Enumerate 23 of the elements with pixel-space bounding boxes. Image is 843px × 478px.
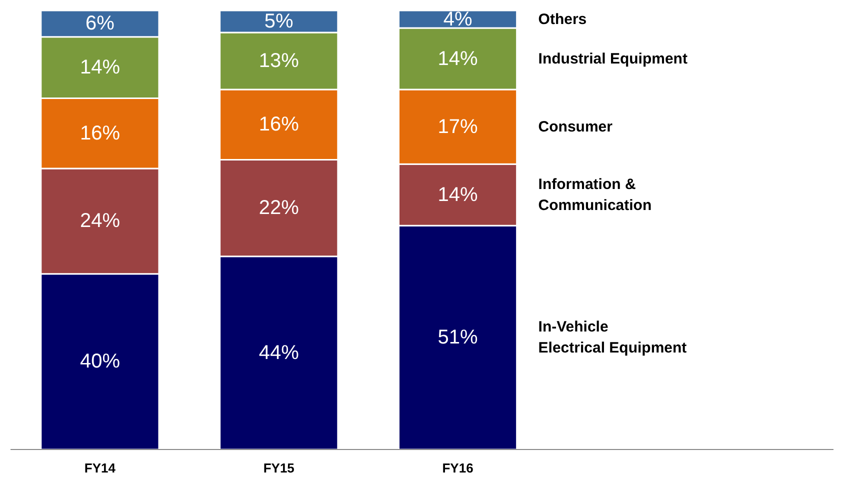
series-label: Others xyxy=(538,10,587,28)
x-tick-label: FY14 xyxy=(84,460,116,476)
series-label: Information & Communication xyxy=(538,176,652,214)
x-tick-label: FY15 xyxy=(263,460,294,476)
data-label: 4% xyxy=(443,8,472,30)
x-tick-label: FY16 xyxy=(442,460,474,476)
data-label: 17% xyxy=(438,116,478,138)
series-label: Consumer xyxy=(538,118,613,136)
data-label: 22% xyxy=(258,197,300,220)
data-label: 14% xyxy=(438,184,478,206)
data-label: 16% xyxy=(80,122,120,144)
series-label: In-Vehicle Electrical Equipment xyxy=(538,318,687,357)
data-label: 13% xyxy=(258,50,300,72)
data-label: 40% xyxy=(80,350,120,373)
data-label: 16% xyxy=(258,114,300,136)
data-label: 6% xyxy=(86,12,115,35)
series-label: Industrial Equipment xyxy=(538,50,688,68)
data-label: 5% xyxy=(264,10,294,32)
data-label: 51% xyxy=(438,326,478,349)
data-label: 24% xyxy=(80,210,120,232)
data-label: 14% xyxy=(438,48,478,70)
data-label: 44% xyxy=(258,342,300,364)
data-label: 14% xyxy=(80,56,120,79)
